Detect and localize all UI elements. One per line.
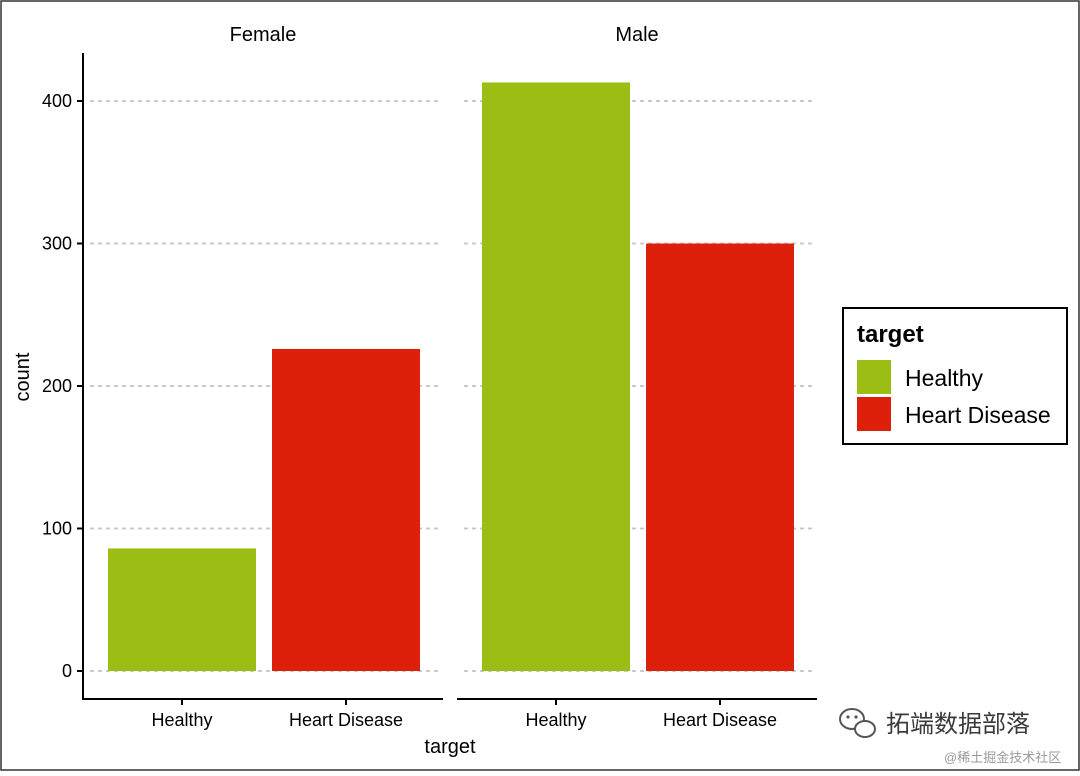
watermark-main-text: 拓端数据部落	[886, 711, 1030, 738]
y-tick-label-200: 200	[42, 376, 72, 396]
legend-swatch-heart-disease	[857, 397, 891, 431]
watermark-sub-text: @稀土掘金技术社区	[944, 750, 1061, 765]
x-tick-label-female-healthy: Healthy	[151, 710, 212, 730]
legend-swatch-healthy	[857, 360, 891, 394]
bar-male-healthy	[482, 82, 630, 672]
legend-label-healthy: Healthy	[905, 365, 983, 391]
x-tick-label-male-healthy: Healthy	[525, 710, 586, 730]
bar-female-healthy	[108, 548, 256, 671]
x-tick-label-female-heart-disease: Heart Disease	[289, 710, 403, 730]
legend-title: target	[857, 321, 924, 348]
axes: Female Healthy Heart Disease Male Healthy Hea…	[42, 24, 817, 730]
bar-male-heart-disease	[646, 243, 794, 671]
x-axis-title: target	[424, 736, 476, 758]
bar-female-heart-disease	[272, 348, 420, 671]
y-axis-title: count	[12, 352, 34, 401]
watermark: 拓端数据部落 @稀土掘金技术社区	[839, 708, 1061, 765]
legend-label-heart-disease: Heart Disease	[905, 402, 1051, 428]
x-tick-label-male-heart-disease: Heart Disease	[663, 710, 777, 730]
facet-label-male: Male	[615, 24, 658, 46]
bars	[108, 82, 794, 672]
y-tick-label-0: 0	[62, 661, 72, 681]
facet-label-female: Female	[230, 24, 297, 46]
y-tick-label-100: 100	[42, 519, 72, 539]
y-tick-label-300: 300	[42, 234, 72, 254]
wechat-icon	[839, 708, 876, 738]
y-tick-label-400: 400	[42, 91, 72, 111]
legend: target Healthy Heart Disease	[842, 307, 1068, 445]
